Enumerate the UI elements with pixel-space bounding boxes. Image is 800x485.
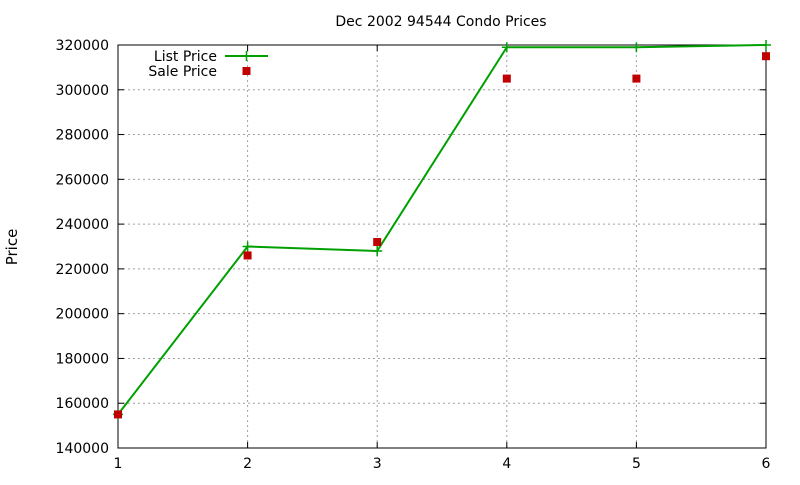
plot-border <box>117 44 767 449</box>
list-price-point <box>372 245 383 256</box>
sale-price-point <box>114 410 122 419</box>
y-tick-label: 300000 <box>56 83 109 99</box>
plot-area: 140000 160000 180000 200000 220000 240000 2600… <box>56 38 771 472</box>
legend-label: Sale Price <box>148 64 217 80</box>
x-tick-label: 6 <box>762 456 771 472</box>
list-price-point <box>631 42 642 53</box>
sale-price-point <box>243 251 252 260</box>
y-tick-label: 280000 <box>56 128 109 144</box>
series-line-list-price <box>117 44 767 416</box>
y-tick-label: 260000 <box>56 172 109 188</box>
list-price-point <box>501 42 512 53</box>
y-tick-label: 220000 <box>56 262 109 278</box>
legend-sample-marker <box>242 67 251 75</box>
sale-price-point <box>762 52 770 61</box>
x-tick-label: 4 <box>502 456 511 472</box>
x-tick-label: 3 <box>373 456 382 472</box>
list-price-point <box>761 40 771 50</box>
y-tick-label: 240000 <box>56 217 109 233</box>
x-tick-label: 5 <box>632 456 641 472</box>
legend-label: List Price <box>154 49 217 65</box>
y-tick-label: 160000 <box>56 396 109 412</box>
x-tick-label: 2 <box>243 456 252 472</box>
x-tick-label: 1 <box>114 456 123 472</box>
y-tick-label: 200000 <box>56 307 109 323</box>
y-tick-label: 140000 <box>56 441 109 457</box>
y-tick-label: 320000 <box>56 38 109 54</box>
y-axis-label: Price <box>3 229 21 266</box>
sale-price-point <box>373 238 382 247</box>
y-tick-label: 180000 <box>56 351 109 367</box>
sale-price-point <box>502 74 511 83</box>
list-price-point <box>242 241 253 252</box>
sale-price-point <box>632 74 641 83</box>
legend-sample-marker <box>241 51 252 61</box>
chart-title: Dec 2002 94544 Condo Prices <box>335 14 546 30</box>
